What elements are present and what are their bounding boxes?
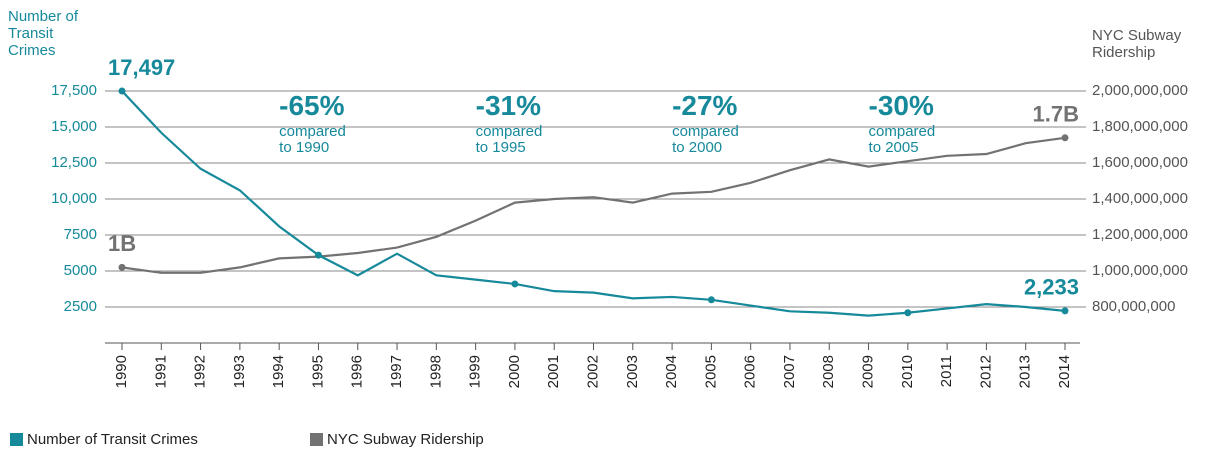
y2-tick-label: 800,000,000 <box>1092 298 1175 315</box>
y-tick-label: 5000 <box>64 262 97 279</box>
point <box>904 309 912 317</box>
x-tick-label: 1994 <box>270 355 287 388</box>
point <box>314 251 322 259</box>
point <box>707 296 715 304</box>
x-tick-label: 2007 <box>781 355 798 388</box>
y-tick-label: 7500 <box>64 226 97 243</box>
data-label: 1.7B <box>1033 102 1079 127</box>
x-tick-label: 1992 <box>192 355 209 388</box>
x-tick-label: 1991 <box>152 355 169 388</box>
data-label: 17,497 <box>108 55 175 80</box>
annotation-text: compared to 1995 <box>475 123 543 156</box>
y2-axis-title: NYC Subway Ridership <box>1092 27 1182 61</box>
annotation-text: compared to 2005 <box>868 123 936 156</box>
y-tick-label: 15,000 <box>51 118 97 135</box>
x-tick-label: 2008 <box>820 355 837 388</box>
y-tick-label: 17,500 <box>51 82 97 99</box>
x-tick-label: 2004 <box>663 355 680 388</box>
annotation-value: -31% <box>475 90 541 121</box>
legend-label: NYC Subway Ridership <box>327 431 484 448</box>
y-tick-label: 12,500 <box>51 154 97 171</box>
x-tick-label: 2006 <box>742 355 759 388</box>
y2-tick-label: 2,000,000,000 <box>1092 82 1188 99</box>
x-tick-label: 1999 <box>467 355 484 388</box>
y-tick-label: 10,000 <box>51 190 97 207</box>
point <box>511 280 519 288</box>
x-tick-label: 2000 <box>506 355 523 388</box>
x-tick-label: 2005 <box>702 355 719 388</box>
x-tick-label: 2014 <box>1056 355 1073 388</box>
legend-swatch <box>10 433 23 446</box>
point <box>1061 134 1069 142</box>
data-label: 2,233 <box>1024 275 1079 300</box>
y2-tick-label: 1,400,000,000 <box>1092 190 1188 207</box>
y2-tick-label: 1,200,000,000 <box>1092 226 1188 243</box>
x-tick-label: 2012 <box>977 355 994 388</box>
x-tick-label: 1996 <box>349 355 366 388</box>
annotation-value: -30% <box>868 90 934 121</box>
x-tick-label: 2013 <box>1017 355 1034 388</box>
annotation-text: compared to 1990 <box>279 123 346 156</box>
y2-tick-label: 1,000,000,000 <box>1092 262 1188 279</box>
annotation-text: compared to 2000 <box>672 123 739 156</box>
legend-swatch <box>310 433 323 446</box>
x-tick-label: 1998 <box>427 355 444 388</box>
y2-tick-label: 1,800,000,000 <box>1092 118 1188 135</box>
x-tick-label: 2002 <box>584 355 601 388</box>
point <box>1061 307 1069 315</box>
x-tick-label: 2003 <box>624 355 641 388</box>
x-tick-label: 2011 <box>938 355 955 387</box>
annotation-value: -65% <box>279 90 345 121</box>
line <box>121 136 1066 274</box>
x-tick-label: 2001 <box>545 355 562 388</box>
x-tick-label: 1997 <box>388 355 405 388</box>
y-axis-title: Number of Transit Crimes <box>8 8 79 59</box>
point <box>118 87 126 95</box>
y2-tick-label: 1,600,000,000 <box>1092 154 1188 171</box>
x-tick-label: 2009 <box>860 355 877 388</box>
x-tick-label: 2010 <box>899 355 916 388</box>
data-label: 1B <box>108 231 136 256</box>
annotation-value: -27% <box>672 90 738 121</box>
point <box>118 263 126 271</box>
x-tick-label: 1990 <box>113 355 130 388</box>
x-tick-label: 1993 <box>231 355 248 388</box>
y-tick-label: 2500 <box>64 298 97 315</box>
x-tick-label: 1995 <box>309 355 326 388</box>
legend-label: Number of Transit Crimes <box>27 431 198 448</box>
